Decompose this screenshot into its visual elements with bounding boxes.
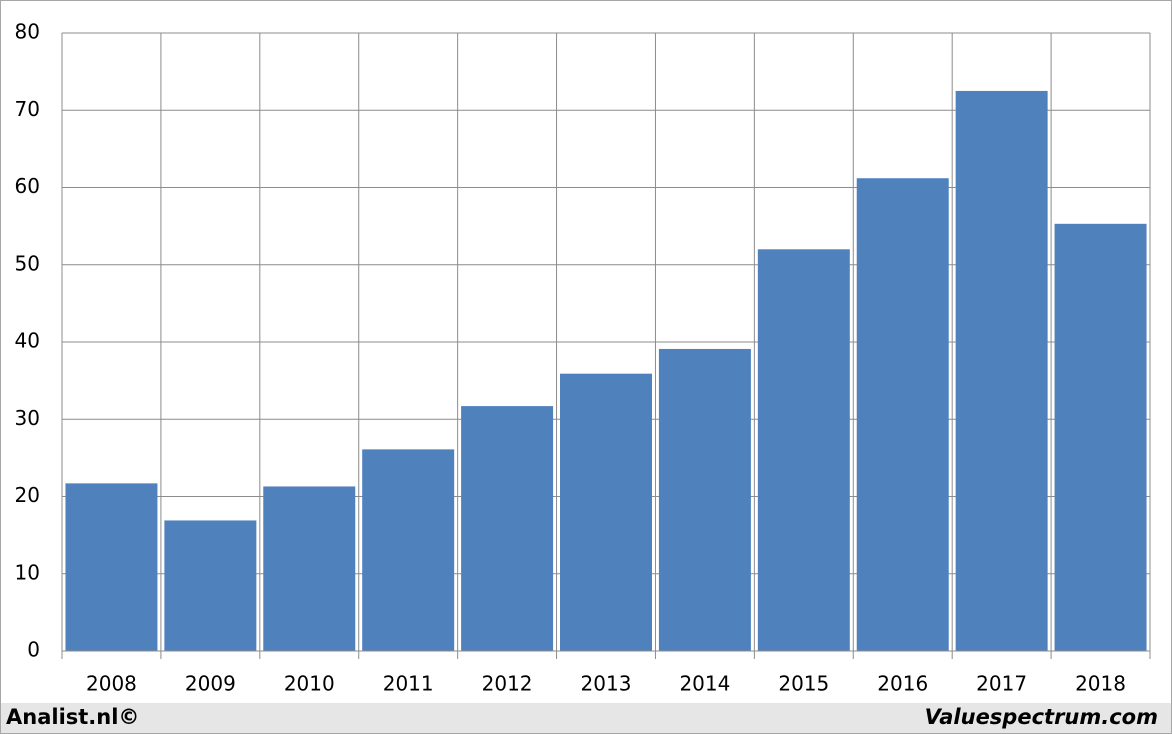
x-tick-label: 2017 <box>976 672 1027 696</box>
y-tick-label: 20 <box>15 483 40 507</box>
bar <box>461 406 554 651</box>
bar <box>856 178 949 652</box>
y-tick-label: 50 <box>15 251 40 275</box>
x-tick-label: 2008 <box>86 672 137 696</box>
x-tick-label: 2016 <box>877 672 928 696</box>
x-tick-label: 2018 <box>1075 672 1126 696</box>
bar <box>164 520 257 651</box>
x-tick-label: 2014 <box>679 672 730 696</box>
bar <box>757 249 850 652</box>
bar <box>1054 223 1147 651</box>
bar <box>955 90 1048 651</box>
bar <box>65 483 158 651</box>
y-tick-label: 40 <box>15 329 40 353</box>
footer-band <box>1 703 1171 733</box>
bar <box>560 373 652 651</box>
y-tick-label: 0 <box>27 638 40 662</box>
x-tick-label: 2010 <box>284 672 335 696</box>
x-tick-label: 2011 <box>383 672 434 696</box>
y-tick-label: 70 <box>15 97 40 121</box>
y-tick-label: 80 <box>15 20 40 44</box>
bar <box>263 486 356 651</box>
credit-right: Valuespectrum.com <box>925 705 1158 729</box>
x-tick-label: 2013 <box>581 672 632 696</box>
x-tick-label: 2012 <box>482 672 533 696</box>
x-tick-label: 2009 <box>185 672 236 696</box>
bar <box>658 348 751 651</box>
bar <box>362 449 455 651</box>
y-tick-label: 30 <box>15 406 40 430</box>
credit-left: Analist.nl© <box>6 705 139 729</box>
y-tick-label: 10 <box>15 560 40 584</box>
y-tick-label: 60 <box>15 174 40 198</box>
x-tick-label: 2015 <box>778 672 829 696</box>
